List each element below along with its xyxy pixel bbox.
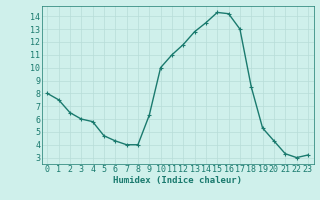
X-axis label: Humidex (Indice chaleur): Humidex (Indice chaleur) xyxy=(113,176,242,185)
